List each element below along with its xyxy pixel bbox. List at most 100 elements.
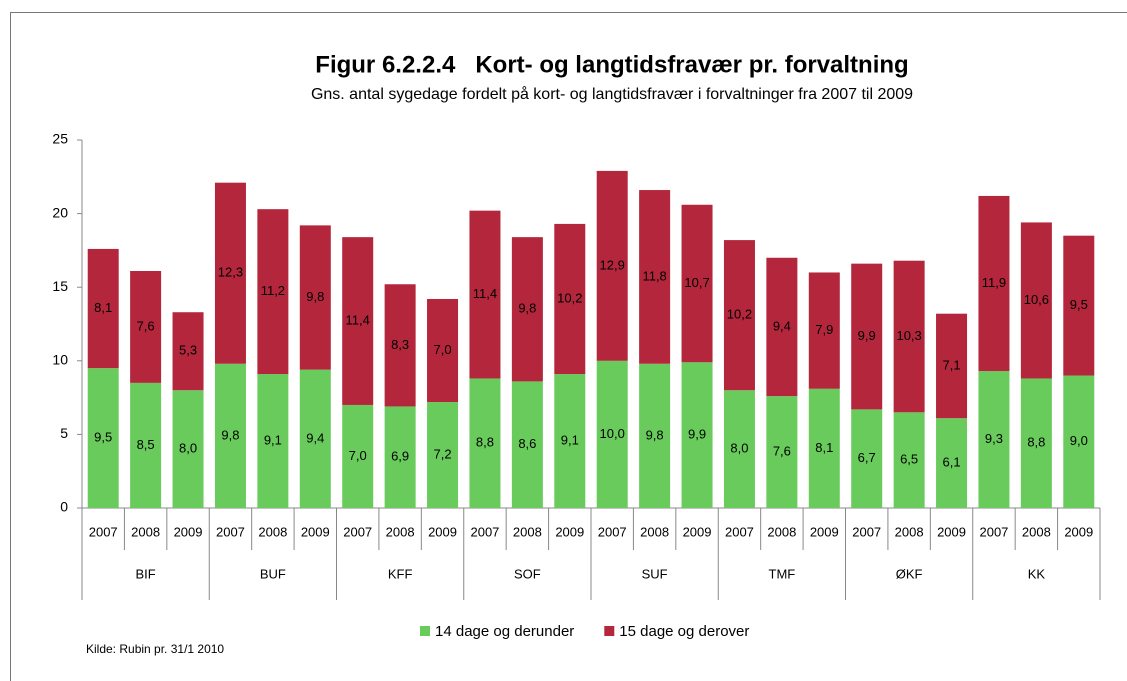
data-label: 11,9 <box>982 275 1006 290</box>
bar-segment <box>554 374 586 508</box>
bar-segment <box>639 190 671 364</box>
y-tick-label: 25 <box>52 131 68 147</box>
x-tick-label: 2007 <box>216 524 245 539</box>
bar-segment <box>87 368 119 508</box>
bar-segment <box>427 402 459 508</box>
bar-segment <box>936 418 968 508</box>
x-tick-label: 2008 <box>258 524 287 539</box>
x-tick-label: 2009 <box>810 524 839 539</box>
group-label: SUF <box>642 566 668 581</box>
x-tick-label: 2008 <box>767 524 796 539</box>
bar-segment <box>766 257 798 397</box>
chart-title: Figur 6.2.2.4 Kort- og langtidsfravær pr… <box>315 51 908 78</box>
bar-segment <box>427 298 459 403</box>
data-label: 8,5 <box>137 437 155 452</box>
x-tick-label: 2008 <box>131 524 160 539</box>
y-tick-label: 0 <box>60 499 68 515</box>
data-label: 9,9 <box>688 427 706 442</box>
data-label: 6,9 <box>391 449 409 464</box>
data-label: 9,9 <box>858 328 876 343</box>
data-label: 10,2 <box>557 290 582 305</box>
bar-segment <box>87 248 119 369</box>
data-label: 8,0 <box>730 441 748 456</box>
x-tick-label: 2008 <box>895 524 924 539</box>
data-label: 5,3 <box>179 343 197 358</box>
bar-segment <box>766 396 798 508</box>
group-label: BUF <box>260 566 286 581</box>
bar-segment <box>808 388 840 508</box>
data-label: 12,3 <box>218 265 243 280</box>
data-label: 8,0 <box>179 441 197 456</box>
data-label: 8,1 <box>94 300 112 315</box>
bar-segment <box>978 195 1010 372</box>
data-label: 8,6 <box>518 436 536 451</box>
x-tick-label: 2009 <box>1064 524 1093 539</box>
bar-segment <box>1020 378 1052 508</box>
group-label: KFF <box>388 566 413 581</box>
data-label: 9,1 <box>561 432 579 447</box>
bar-segment <box>130 382 162 508</box>
data-label: 8,8 <box>1027 435 1045 450</box>
data-label: 10,7 <box>684 275 709 290</box>
x-tick-label: 2009 <box>683 524 712 539</box>
x-tick-label: 2007 <box>852 524 881 539</box>
data-label: 6,7 <box>858 450 876 465</box>
bar-segment <box>1063 235 1095 376</box>
data-label: 10,2 <box>727 307 752 322</box>
bar-segment <box>299 225 331 370</box>
data-label: 6,1 <box>943 455 961 470</box>
x-tick-label: 2007 <box>725 524 754 539</box>
data-label: 7,0 <box>349 448 367 463</box>
bar-segment <box>299 369 331 508</box>
data-label: 11,2 <box>261 283 285 298</box>
bar-segment <box>214 182 246 364</box>
data-label: 7,2 <box>434 446 452 461</box>
data-label: 9,4 <box>773 318 791 333</box>
y-tick-label: 20 <box>52 204 68 220</box>
x-tick-label: 2007 <box>470 524 499 539</box>
bar-segment <box>808 272 840 389</box>
data-label: 9,1 <box>264 432 282 447</box>
data-label: 11,4 <box>473 286 497 301</box>
data-label: 12,9 <box>600 257 625 272</box>
data-label: 9,8 <box>306 289 324 304</box>
data-label: 8,3 <box>391 337 409 352</box>
data-label: 6,5 <box>900 452 918 467</box>
group-label: BIF <box>136 566 156 581</box>
bar-segment <box>723 240 755 391</box>
data-label: 10,6 <box>1024 292 1049 307</box>
data-label: 9,8 <box>221 427 239 442</box>
x-tick-label: 2009 <box>301 524 330 539</box>
bar-segment <box>978 371 1010 508</box>
bar-segment <box>469 378 501 508</box>
legend-label: 14 dage og derunder <box>435 623 574 640</box>
x-tick-label: 2009 <box>555 524 584 539</box>
y-tick-label: 5 <box>60 425 68 441</box>
bar-segment <box>893 412 925 508</box>
bar-segment <box>851 409 883 508</box>
bar-segment <box>596 360 628 508</box>
bar-segment <box>384 406 416 508</box>
bar-segment <box>214 363 246 508</box>
bar-segment <box>511 237 543 382</box>
legend-swatch <box>420 626 430 636</box>
data-label: 9,3 <box>985 431 1003 446</box>
y-tick-label: 10 <box>52 352 68 368</box>
chart-subtitle: Gns. antal sygedage fordelt på kort- og … <box>311 85 913 103</box>
x-tick-label: 2007 <box>343 524 372 539</box>
bar-segment <box>257 209 289 375</box>
data-label: 9,5 <box>94 430 112 445</box>
bar-segment <box>681 362 713 508</box>
bar-segment <box>1063 375 1095 508</box>
legend-label: 15 dage og derover <box>619 623 749 640</box>
bar-segment <box>469 210 501 379</box>
data-label: 9,4 <box>306 430 324 445</box>
data-label: 9,0 <box>1070 433 1088 448</box>
x-tick-label: 2007 <box>598 524 627 539</box>
data-label: 9,5 <box>1070 297 1088 312</box>
bar-segment <box>342 237 374 405</box>
y-tick-label: 15 <box>52 278 68 294</box>
bar-segment <box>554 223 586 375</box>
x-tick-label: 2008 <box>513 524 542 539</box>
